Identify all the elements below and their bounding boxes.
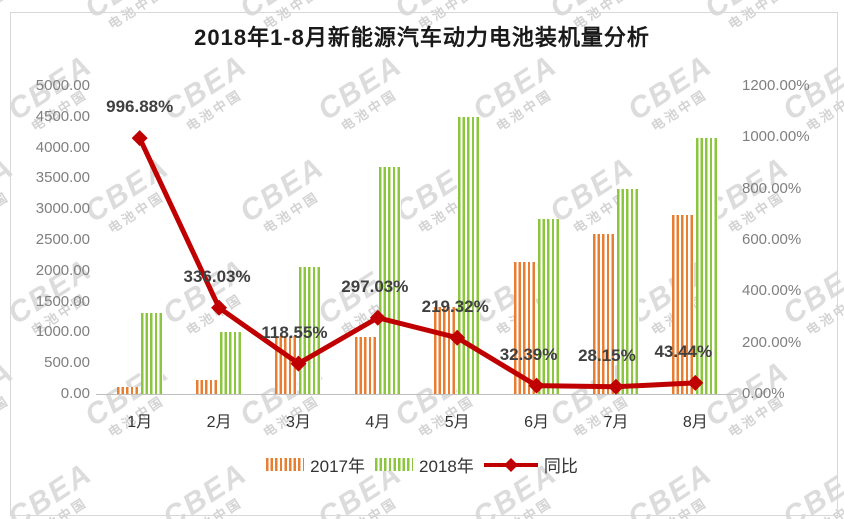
x-axis-label: 6月 xyxy=(524,414,550,431)
y-axis-left-tick: 2500.00 xyxy=(35,231,90,248)
data-label: 219.32% xyxy=(421,296,489,316)
watermark-sub-text: 电池中国 xyxy=(338,86,401,135)
x-axis-label: 8月 xyxy=(682,414,708,431)
bar-2018年-1月 xyxy=(140,312,163,394)
legend-item-同比: 同比 xyxy=(483,452,578,477)
watermark-sub-text: 电池中国 xyxy=(648,494,711,519)
bar-2017年-7月 xyxy=(592,233,615,394)
y-axis-left-tick: 0.00 xyxy=(60,385,90,402)
legend-line-swatch xyxy=(483,457,538,472)
x-axis-label: 1月 xyxy=(127,414,153,431)
bar-2017年-5月 xyxy=(434,307,457,394)
data-label: 43.44% xyxy=(654,341,713,361)
x-axis-label: 5月 xyxy=(444,414,470,431)
bar-2017年-3月 xyxy=(275,336,298,394)
legend-diamond-icon xyxy=(503,457,518,472)
y-axis-right-tick: 0.00% xyxy=(742,385,785,402)
y-axis-left-tick: 3000.00 xyxy=(35,200,90,218)
y-axis-left-tick: 4000.00 xyxy=(35,138,90,156)
x-axis-label: 4月 xyxy=(365,414,391,431)
legend-label-2017年: 2017年 xyxy=(310,457,365,476)
y-axis-right-tick: 400.00% xyxy=(742,282,802,300)
legend-label-2018年: 2018年 xyxy=(419,457,474,476)
y-axis-left-tick: 3500.00 xyxy=(35,169,90,187)
watermark-sub-text: 电池中国 xyxy=(260,188,323,237)
bar-2017年-8月 xyxy=(672,215,695,394)
line-marker-diamond xyxy=(131,130,148,147)
x-axis-label: 3月 xyxy=(285,414,311,431)
y-axis-left-tick: 1000.00 xyxy=(35,323,90,341)
bar-2017年-4月 xyxy=(354,336,377,394)
legend-swatch-2018年 xyxy=(375,458,413,471)
y-axis-right-tick: 800.00% xyxy=(742,179,802,197)
watermark-brand-text: CBEA xyxy=(622,48,719,127)
y-axis-left-tick: 1500.00 xyxy=(35,292,90,310)
watermark-brand-text: CBEA xyxy=(234,150,331,229)
watermark-brand-text: CBEA xyxy=(312,48,409,127)
y-axis-right-tick: 600.00% xyxy=(742,231,802,248)
y-axis-right-tick: 200.00% xyxy=(742,333,802,351)
x-axis-label: 7月 xyxy=(603,414,629,431)
y-axis-left-tick: 2000.00 xyxy=(35,261,90,279)
y-axis-right-tick: 1200.00% xyxy=(742,77,810,94)
legend-item-2017年: 2017年 xyxy=(266,452,365,477)
watermark-sub-text: 电池中国 xyxy=(183,494,246,519)
x-axis-line xyxy=(96,394,737,395)
y-axis-left-tick: 4500.00 xyxy=(35,107,90,125)
bar-2017年-1月 xyxy=(116,386,139,394)
watermark-sub-text: 电池中国 xyxy=(105,188,168,237)
legend-item-2018年: 2018年 xyxy=(375,452,474,477)
bar-2018年-8月 xyxy=(696,137,719,394)
bar-2017年-6月 xyxy=(513,261,536,394)
data-label: 297.03% xyxy=(341,276,409,296)
bar-2018年-6月 xyxy=(537,218,560,394)
chart-title: 2018年1-8月新能源汽车动力电池装机量分析 xyxy=(194,25,650,50)
data-label: 996.88% xyxy=(106,97,174,117)
y-axis-left-tick: 500.00 xyxy=(44,354,90,372)
watermark-sub-text: 电池中国 xyxy=(338,494,401,519)
watermark-sub-text: 电池中国 xyxy=(493,494,556,519)
legend-swatch-2017年 xyxy=(266,458,305,471)
watermark-sub-text: 电池中国 xyxy=(28,494,91,519)
legend: 2017年 2018年 同比 xyxy=(0,452,844,477)
watermark-brand-text: CBEA xyxy=(467,48,564,127)
y-axis-right-tick: 1000.00% xyxy=(742,128,810,146)
legend-label-同比: 同比 xyxy=(543,457,578,476)
watermark-brand-text: CBEA xyxy=(157,252,254,331)
watermark-sub-text: 电池中国 xyxy=(415,188,478,237)
line-marker-diamond xyxy=(211,299,228,316)
watermark-sub-text: 电池中国 xyxy=(493,86,556,135)
data-label: 118.55% xyxy=(261,322,328,342)
x-axis-label: 2月 xyxy=(206,414,232,431)
y-axis-left-tick: 5000.00 xyxy=(35,77,90,94)
watermark-sub-text: 电池中国 xyxy=(648,86,711,135)
bar-2017年-2月 xyxy=(196,379,219,394)
watermark-sub-text: 电池中国 xyxy=(803,494,844,519)
watermark-brand-text: CBEA xyxy=(79,150,176,229)
data-label: 336.03% xyxy=(183,266,251,286)
